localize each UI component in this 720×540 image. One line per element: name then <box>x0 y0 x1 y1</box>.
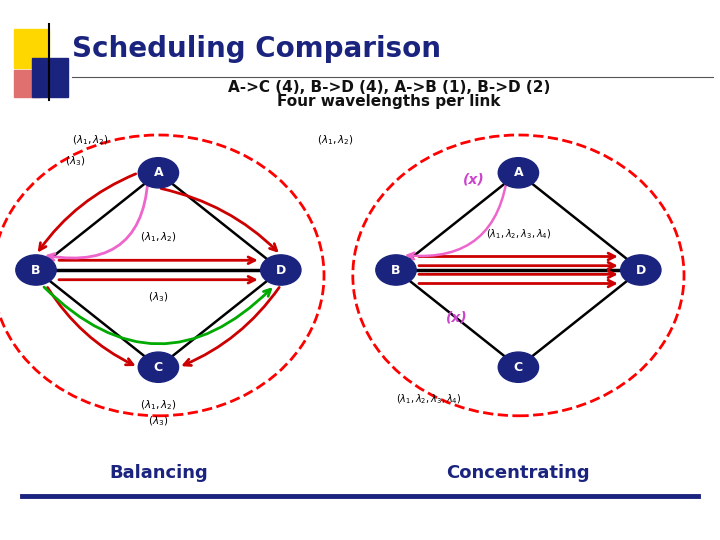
Text: D: D <box>276 264 286 276</box>
Text: $(\lambda_1, \lambda_2, \lambda_3, \lambda_4)$: $(\lambda_1, \lambda_2, \lambda_3, \lamb… <box>396 393 461 406</box>
Circle shape <box>261 255 301 285</box>
Circle shape <box>376 255 416 285</box>
Text: A->C (4), B->D (4), A->B (1), B->D (2): A->C (4), B->D (4), A->B (1), B->D (2) <box>228 80 550 95</box>
Text: B: B <box>391 264 401 276</box>
Bar <box>14 29 49 68</box>
Text: Balancing: Balancing <box>109 464 208 482</box>
Bar <box>32 58 68 97</box>
Circle shape <box>498 352 539 382</box>
Circle shape <box>498 158 539 188</box>
Text: B: B <box>31 264 41 276</box>
Text: $(\lambda_3)$: $(\lambda_3)$ <box>66 155 86 168</box>
Text: $(\lambda_1, \lambda_2)$: $(\lambda_1, \lambda_2)$ <box>140 231 176 244</box>
Text: $(\lambda_1, \lambda_2)$: $(\lambda_1, \lambda_2)$ <box>317 133 353 147</box>
Text: A: A <box>513 166 523 179</box>
Text: (x): (x) <box>463 173 485 187</box>
Text: (x): (x) <box>446 310 468 325</box>
Text: $(\lambda_3)$: $(\lambda_3)$ <box>148 414 168 428</box>
Text: Concentrating: Concentrating <box>446 464 590 482</box>
Text: D: D <box>636 264 646 276</box>
Circle shape <box>138 352 179 382</box>
Circle shape <box>16 255 56 285</box>
Text: $(\lambda_1, \lambda_2)$: $(\lambda_1, \lambda_2)$ <box>72 133 108 147</box>
Circle shape <box>621 255 661 285</box>
Text: C: C <box>154 361 163 374</box>
Text: Four wavelengths per link: Four wavelengths per link <box>277 94 500 109</box>
Text: $(\lambda_1, \lambda_2, \lambda_3, \lambda_4)$: $(\lambda_1, \lambda_2, \lambda_3, \lamb… <box>486 228 551 241</box>
Text: A: A <box>153 166 163 179</box>
Bar <box>14 70 40 97</box>
Text: C: C <box>514 361 523 374</box>
Circle shape <box>138 158 179 188</box>
Text: Scheduling Comparison: Scheduling Comparison <box>72 35 441 63</box>
Text: $(\lambda_1, \lambda_2)$: $(\lambda_1, \lambda_2)$ <box>140 398 176 411</box>
Text: $(\lambda_3)$: $(\lambda_3)$ <box>148 290 168 303</box>
